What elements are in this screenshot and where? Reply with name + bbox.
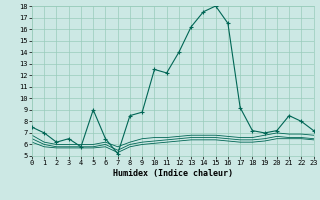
X-axis label: Humidex (Indice chaleur): Humidex (Indice chaleur)	[113, 169, 233, 178]
